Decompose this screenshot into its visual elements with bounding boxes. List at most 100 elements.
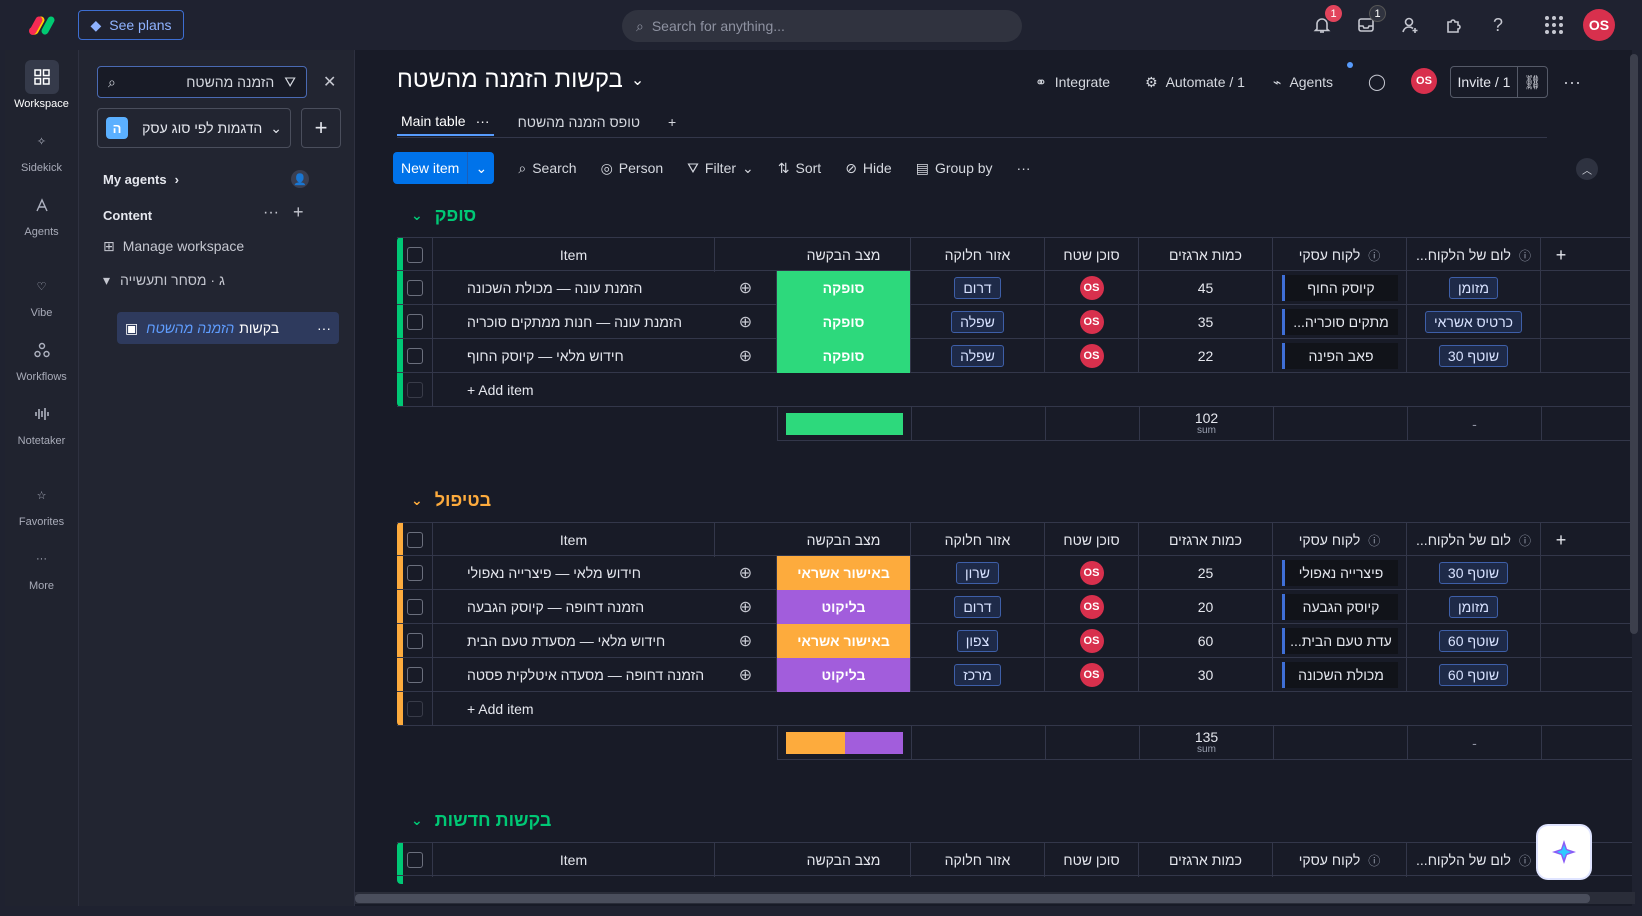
row-checkbox[interactable] bbox=[406, 314, 423, 330]
zone-tag[interactable]: צפון bbox=[956, 630, 999, 652]
cell-item[interactable]: הזמנה דחופה — קיוסק הגבעה bbox=[433, 590, 715, 624]
add-column-icon[interactable]: + bbox=[1555, 244, 1567, 265]
cell-add[interactable] bbox=[1541, 556, 1581, 590]
row-checkbox[interactable] bbox=[406, 667, 423, 683]
cell-status[interactable]: בליקוט bbox=[777, 658, 911, 692]
cell-payment[interactable]: מזומן bbox=[1407, 590, 1541, 624]
board-item-current[interactable]: ▣ בקשות הזמנה מהשטח ··· bbox=[117, 312, 339, 344]
cell-chk[interactable] bbox=[397, 658, 433, 692]
header-cell-qty[interactable]: כמות ארגזים bbox=[1139, 523, 1273, 557]
status-label[interactable]: סופקה bbox=[777, 305, 910, 339]
payment-tag[interactable]: מזומן bbox=[1448, 277, 1499, 299]
agent-avatar[interactable]: OS bbox=[1079, 629, 1104, 653]
cell-item[interactable]: חידוש מלאי — מסעדת טעם הבית bbox=[433, 624, 715, 658]
cell-upd[interactable]: ⊕ bbox=[715, 590, 777, 624]
global-search-input[interactable]: ⌕ Search for anything... bbox=[622, 10, 1022, 42]
header-cell-zone[interactable]: אזור חלוקה bbox=[911, 843, 1045, 877]
row-checkbox[interactable] bbox=[406, 280, 423, 296]
row-checkbox[interactable] bbox=[406, 565, 423, 581]
header-cell-agent[interactable]: סוכן שטח bbox=[1045, 523, 1139, 557]
add-item-input[interactable]: + Add item bbox=[467, 382, 534, 398]
header-cell-payment[interactable]: ...לום של הלקוח ⓘ bbox=[1407, 523, 1541, 557]
cell-chk[interactable] bbox=[397, 624, 433, 658]
rail-workspace[interactable]: Workspace bbox=[5, 60, 78, 110]
chevron-down-icon[interactable]: ⌄ bbox=[742, 159, 754, 176]
header-cell-qty[interactable]: כמות ארגזים bbox=[1139, 843, 1273, 877]
cell-zone[interactable]: דרום bbox=[911, 271, 1045, 305]
group-title[interactable]: ⌄ בטיפול bbox=[411, 490, 491, 511]
cell-agent[interactable]: OS bbox=[1045, 271, 1139, 305]
cell-add[interactable] bbox=[1541, 624, 1581, 658]
agent-avatar[interactable]: OS bbox=[1079, 344, 1104, 368]
cell-status[interactable]: באישור אשראי bbox=[777, 556, 911, 590]
tab-form[interactable]: טופס הזמנה מהשטח bbox=[514, 108, 644, 136]
item-name[interactable]: חידוש מלאי — קיוסק החוף bbox=[467, 348, 624, 364]
ai-assistant-button[interactable] bbox=[1538, 826, 1590, 878]
content-more-icon[interactable]: ··· bbox=[263, 204, 279, 221]
monday-logo-icon[interactable] bbox=[28, 12, 60, 38]
cell-add[interactable] bbox=[1541, 339, 1581, 373]
rail-sidekick[interactable]: ✧ Sidekick bbox=[5, 124, 78, 175]
payment-tag[interactable]: שוטף 30 bbox=[1438, 562, 1509, 584]
board-more-icon[interactable]: ··· bbox=[1563, 72, 1581, 92]
zone-tag[interactable]: דרום bbox=[954, 277, 1001, 299]
header-cell-chk[interactable] bbox=[397, 238, 433, 272]
manage-workspace-link[interactable]: ⊞ Manage workspace bbox=[103, 238, 244, 255]
cell-qty[interactable]: 25 bbox=[1139, 556, 1273, 590]
add-update-icon[interactable]: ⊕ bbox=[738, 633, 753, 650]
quantity-summary[interactable]: 102 sum bbox=[1140, 407, 1274, 441]
board-title[interactable]: בקשות הזמנה מהשטח ⌄ bbox=[397, 66, 644, 94]
zone-tag[interactable]: שפלה bbox=[951, 345, 1004, 367]
status-summary[interactable] bbox=[778, 407, 912, 441]
info-icon[interactable]: ⓘ bbox=[1518, 853, 1531, 868]
info-icon[interactable]: ⓘ bbox=[1368, 248, 1381, 263]
automate-button[interactable]: ⚙ Automate / 1 bbox=[1145, 66, 1245, 98]
zone-tag[interactable]: שפלה bbox=[951, 311, 1004, 333]
item-name[interactable]: הזמנת עונה — חנות ממתקים סוכריה bbox=[467, 314, 682, 330]
collapse-header-icon[interactable]: ︿ bbox=[1576, 158, 1598, 180]
add-update-icon[interactable]: ⊕ bbox=[738, 565, 753, 582]
cell-agent[interactable]: OS bbox=[1045, 658, 1139, 692]
status-label[interactable]: באישור אשראי bbox=[777, 624, 910, 658]
toolbar-more-icon[interactable]: ··· bbox=[1016, 160, 1031, 176]
copy-link-icon[interactable]: ⛓ bbox=[1517, 67, 1547, 97]
payment-tag[interactable]: כרטיס אשראי bbox=[1424, 311, 1523, 333]
cell-upd[interactable]: ⊕ bbox=[715, 556, 777, 590]
header-cell-agent[interactable]: סוכן שטח bbox=[1045, 843, 1139, 877]
cell-upd[interactable]: ⊕ bbox=[715, 271, 777, 305]
add-update-icon[interactable]: ⊕ bbox=[738, 348, 753, 365]
add-item-input[interactable]: + Add item bbox=[467, 701, 534, 717]
info-icon[interactable]: ⓘ bbox=[1368, 533, 1381, 548]
tab-main-table[interactable]: Main table ··· bbox=[397, 108, 494, 136]
rail-more[interactable]: ··· More bbox=[5, 542, 78, 592]
cell-zone[interactable]: שפלה bbox=[911, 305, 1045, 339]
select-all-checkbox[interactable] bbox=[406, 247, 423, 263]
cell-qty[interactable]: 20 bbox=[1139, 590, 1273, 624]
header-cell-agent[interactable]: סוכן שטח bbox=[1045, 238, 1139, 272]
cell-qty[interactable]: 45 bbox=[1139, 271, 1273, 305]
select-all-checkbox[interactable] bbox=[406, 532, 423, 548]
cell-client[interactable]: קיוסק הגבעה bbox=[1273, 590, 1407, 624]
zone-tag[interactable]: שרון bbox=[956, 562, 999, 584]
cell-client[interactable]: פיצרייה נאפולי bbox=[1273, 556, 1407, 590]
tab-more-icon[interactable]: ··· bbox=[475, 113, 490, 129]
cell-add[interactable] bbox=[1541, 305, 1581, 339]
cell-payment[interactable]: שוטף 30 bbox=[1407, 339, 1541, 373]
cell-payment[interactable]: שוטף 60 bbox=[1407, 658, 1541, 692]
group-title[interactable]: ⌄ בקשות חדשות bbox=[411, 810, 551, 831]
cell-upd[interactable]: ⊕ bbox=[715, 624, 777, 658]
cell-client[interactable]: מכולת השכונה bbox=[1273, 658, 1407, 692]
header-cell-item[interactable]: Item bbox=[433, 238, 715, 272]
cell-zone[interactable]: צפון bbox=[911, 624, 1045, 658]
cell-client[interactable]: ...מתקים סוכריה bbox=[1273, 305, 1407, 339]
cell-payment[interactable]: שוטף 60 bbox=[1407, 624, 1541, 658]
rail-workflows[interactable]: Workflows bbox=[5, 333, 78, 383]
payment-tag[interactable]: שוטף 60 bbox=[1438, 630, 1509, 652]
add-update-icon[interactable]: ⊕ bbox=[738, 667, 753, 684]
item-name[interactable]: הזמנת עונה — מכולת השכונה bbox=[467, 280, 643, 296]
add-item-cell[interactable]: + Add item bbox=[433, 373, 1632, 407]
cell-upd[interactable]: ⊕ bbox=[715, 305, 777, 339]
cell-agent[interactable]: OS bbox=[1045, 590, 1139, 624]
filter-icon[interactable]: ⛛ bbox=[284, 73, 296, 90]
cell-status[interactable]: סופקה bbox=[777, 339, 911, 373]
